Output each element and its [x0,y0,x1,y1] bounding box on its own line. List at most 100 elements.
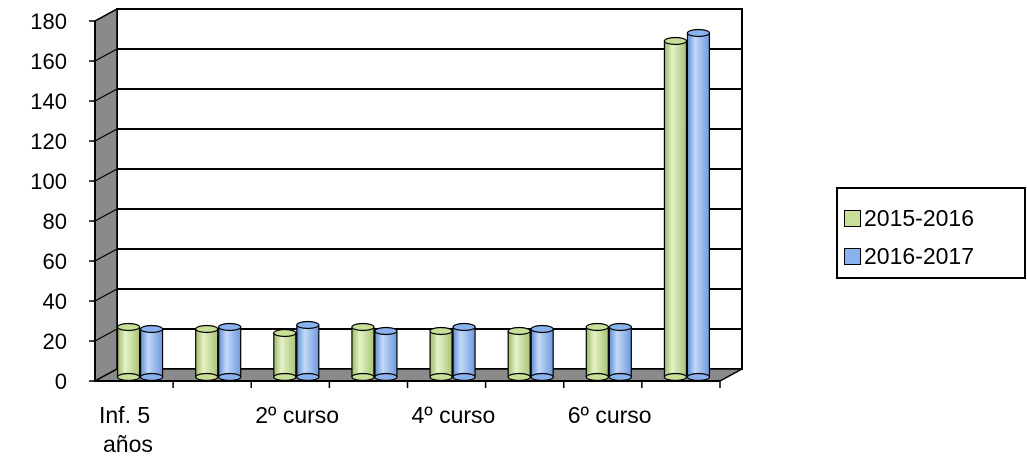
legend-item-2016-2017: 2016-2017 [844,237,1024,275]
floor [94,368,743,382]
gridline-side [94,8,118,22]
bar-base [116,372,141,382]
bar [686,28,711,382]
legend-item-2015-2016: 2015-2016 [844,199,1024,237]
bar [530,324,554,382]
bar-base [452,372,476,382]
bar-top [139,324,164,334]
bar [296,320,320,382]
bar-body [663,40,688,378]
y-tick-label: 20 [43,329,67,354]
y-tick-label: 0 [55,369,67,394]
bar-body [686,32,711,378]
bar-top [116,322,141,332]
x-tick-label: Inf. 5 [99,402,150,428]
bar-body [273,332,297,378]
bar-top [608,322,632,332]
y-tick-label: 80 [43,209,67,234]
y-tick-label: 40 [43,289,67,314]
bar-body [195,328,219,378]
bar [452,322,476,382]
gridline-side [94,128,118,142]
bar-base [507,372,531,382]
bar [374,326,398,382]
gridline-side [94,208,118,222]
bar-top [374,326,398,336]
bar-base [218,372,242,382]
bar-top [452,322,476,332]
gridline-side [94,48,118,62]
bar-base [139,372,164,382]
bar-body [218,326,242,378]
bar-top [530,324,554,334]
bar-top [218,322,242,332]
bar-base [608,372,632,382]
bar [139,324,164,382]
bar [195,324,219,382]
y-tick-label: 180 [30,9,67,34]
chart-legend: 2015-2016 2016-2017 [836,187,1026,279]
legend-swatch-2016-2017 [844,247,861,265]
bar-top [429,326,453,336]
bar-body [139,328,164,378]
bar-top [585,322,609,332]
x-tick-label: 2º curso [255,402,339,428]
gridline-side [94,168,118,182]
bar-top [273,328,297,338]
bar-base [585,372,609,382]
bar-base [663,372,688,382]
bar-body [608,326,632,378]
bar [116,322,141,382]
y-tick-label: 120 [30,129,67,154]
bar-body [374,330,398,378]
bar-base [195,372,219,382]
bar [351,322,375,382]
bar [663,36,688,382]
y-tick-label: 160 [30,49,67,74]
bar [585,322,609,382]
bar-top [507,326,531,336]
x-tick-label: 6º curso [568,402,652,428]
gridline-side [94,288,118,302]
y-tick-label: 60 [43,249,67,274]
bar [218,322,242,382]
bar-top [351,322,375,332]
bar-body [116,326,141,378]
y-tick-label: 140 [30,89,67,114]
gridline-side [94,88,118,102]
bar [507,326,531,382]
bar-body [351,326,375,378]
bar [429,326,453,382]
bar-base [351,372,375,382]
bar [273,328,297,382]
bar-base [686,372,711,382]
y-tick-label: 100 [30,169,67,194]
bar-body [429,330,453,378]
bar-base [296,372,320,382]
bar-body [452,326,476,378]
bar-base [429,372,453,382]
legend-swatch-2015-2016 [844,209,861,227]
bar-top [663,36,688,46]
bar-body [507,330,531,378]
bar-top [296,320,320,330]
legend-label: 2015-2016 [864,204,974,231]
bar-body [296,324,320,378]
bar-base [530,372,554,382]
bar [608,322,632,382]
back-wall [116,8,743,370]
bar-body [530,328,554,378]
side-wall [94,7,118,383]
bar-base [374,372,398,382]
bar-base [273,372,297,382]
x-tick-label: años [103,431,153,457]
bar-top [195,324,219,334]
bar-body [585,326,609,378]
gridline-side [94,248,118,262]
x-tick-label: 4º curso [412,402,496,428]
bar-top [686,28,711,38]
gridline-side [94,328,118,342]
legend-label: 2016-2017 [864,242,974,269]
